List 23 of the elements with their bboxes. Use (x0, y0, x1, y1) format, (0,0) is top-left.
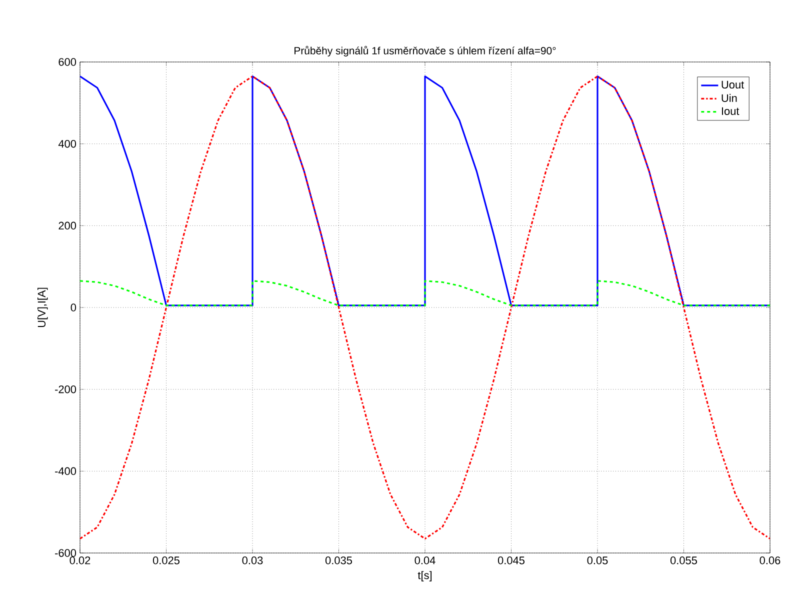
x-tick-label: 0.04 (414, 556, 436, 564)
y-tick-label: 0 (70, 304, 76, 312)
x-tick-label: 0.045 (498, 556, 524, 564)
x-tick-label: 0.06 (760, 556, 780, 564)
legend-label: Iout (722, 107, 740, 115)
y-tick-label: -600 (55, 549, 76, 557)
y-tick-label: 400 (58, 140, 76, 148)
y-tick-label: -400 (55, 467, 76, 476)
x-tick-label: 0.055 (670, 556, 697, 564)
x-tick-label: 0.025 (152, 556, 180, 564)
x-tick-label: 0.035 (325, 556, 352, 564)
y-tick-label: 600 (58, 58, 76, 66)
chart-title: Průběhy signálů 1f usměrňovače s úhlem řízení alfa=90° (294, 46, 556, 56)
y-axis-title: U[V],I[A] (37, 288, 48, 328)
y-tick-label: 200 (58, 222, 76, 230)
y-tick-label: -200 (55, 385, 76, 394)
x-tick-label: 0.05 (587, 556, 608, 564)
x-tick-label: 0.03 (242, 556, 263, 564)
legend-label: Uout (722, 80, 744, 89)
x-axis-title: t[s] (418, 571, 432, 582)
line-series (80, 280, 770, 306)
legend-label: Uin (722, 94, 737, 102)
x-tick-label: 0.02 (70, 556, 90, 564)
